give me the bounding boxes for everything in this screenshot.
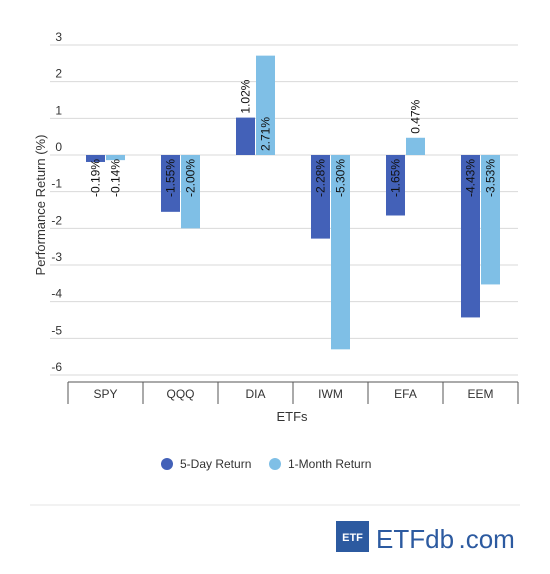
x-tick-label: SPY [93,387,117,401]
bar-5-day-dia [236,117,255,155]
legend-marker [161,458,173,470]
x-axis: SPY QQQ DIA IWM EFA EEM [67,381,519,404]
y-tick-label: -3 [51,250,62,264]
y-tick-label: -1 [51,177,62,191]
bar-5-day-spy [86,155,105,162]
y-tick-label: 1 [55,103,62,117]
logo-wordmark-main: ETFdb [376,524,454,554]
data-label: -2.00% [184,159,198,197]
bar-1-month-qqq [181,155,200,229]
x-tick-label: QQQ [166,387,194,401]
x-tick-label: EFA [394,387,417,401]
y-tick-label: 0 [55,140,62,154]
bar-1-month-iwm [331,155,350,350]
data-label: -5.30% [334,159,348,197]
legend-label: 5-Day Return [180,457,251,471]
logo-wordmark: ETFdb .com [376,524,515,554]
data-label: -1.55% [164,159,178,197]
bars [86,55,500,350]
x-tick-label: DIA [245,387,265,401]
data-labels: -0.19% -0.14% -1.55% -2.00% 1.02% 2.71% -2.28%… [89,79,498,197]
bar-1-month-spy [106,155,125,161]
logo-wordmark-suffix: .com [458,524,514,554]
y-axis-ticks: 3 2 1 0 -1 -2 -3 -4 -5 -6 [51,30,62,374]
bar-5-day-iwm [311,155,330,239]
logo-badge [336,521,369,552]
bar-1-month-efa [406,137,425,155]
bar-1-month-dia [256,55,275,156]
x-tick-label: EEM [467,387,493,401]
bar-5-day-efa [386,155,405,216]
y-tick-label: -5 [51,323,62,337]
legend: 5-Day Return 1-Month Return [161,457,371,471]
x-tick-label: IWM [318,387,343,401]
grid-lines [50,44,518,376]
y-tick-label: -6 [51,360,62,374]
data-label: -4.43% [464,159,478,197]
y-tick-label: 3 [55,30,62,44]
data-label: 0.47% [409,99,423,133]
legend-label: 1-Month Return [288,457,371,471]
data-label: -1.65% [389,159,403,197]
bar-5-day-qqq [161,155,180,212]
data-label: -3.53% [484,159,498,197]
data-label: 2.71% [259,117,273,151]
bar-1-month-eem [481,155,500,285]
y-tick-label: -2 [51,213,62,227]
data-label: 1.02% [239,79,253,113]
y-tick-label: -4 [51,287,62,301]
x-axis-title: ETFs [276,409,308,424]
logo-badge-text: ETF [342,532,363,544]
legend-marker [269,458,281,470]
y-tick-label: 2 [55,67,62,81]
etfdb-logo: ETF ETFdb .com [336,521,515,554]
y-axis-title: Performance Return (%) [33,135,48,276]
bar-5-day-eem [461,155,480,318]
data-label: -2.28% [314,159,328,197]
data-label: -0.19% [89,159,103,197]
data-label: -0.14% [109,159,123,197]
